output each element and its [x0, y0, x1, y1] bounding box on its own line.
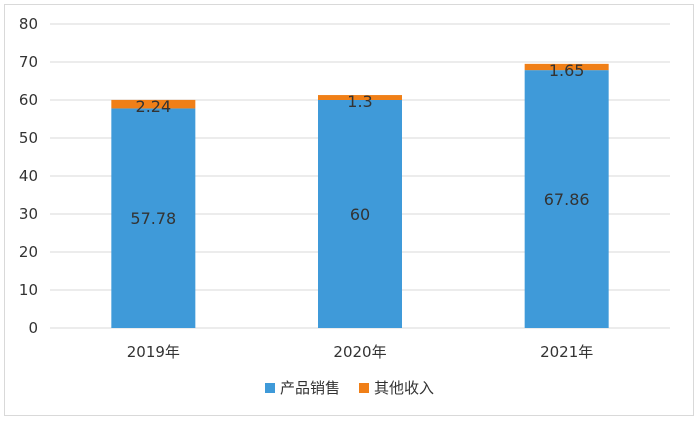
- y-tick-label: 50: [19, 129, 38, 147]
- y-tick-label: 40: [19, 167, 38, 185]
- bar-segment: [524, 63, 609, 71]
- y-tick-label: 70: [19, 53, 38, 71]
- y-tick-label: 0: [28, 319, 38, 337]
- data-label: 60: [350, 205, 370, 224]
- data-label: 1.65: [549, 61, 585, 80]
- x-tick-label: 2019年: [127, 343, 180, 361]
- legend-label-product-sales: 产品销售: [280, 379, 340, 397]
- bar-segment: [318, 100, 402, 328]
- y-tick-label: 80: [19, 15, 38, 33]
- y-tick-label: 60: [19, 91, 38, 109]
- data-label: 57.78: [130, 209, 176, 228]
- y-tick-label: 30: [19, 205, 38, 223]
- bar-segment: [111, 99, 196, 109]
- x-tick-label: 2021年: [540, 343, 593, 361]
- y-tick-label: 10: [19, 281, 38, 299]
- y-axis: 0 10 20 30 40 50 60 70 80: [19, 15, 38, 337]
- bar-segment: [318, 95, 402, 100]
- x-tick-label: 2020年: [333, 343, 386, 361]
- bars: 57.78 2.24 60 1.3 67.86 1.65: [111, 61, 609, 328]
- data-label: 1.3: [347, 92, 372, 111]
- legend-swatch-other-income: [359, 383, 369, 393]
- data-label: 2.24: [136, 97, 172, 116]
- legend-swatch-product-sales: [265, 383, 275, 393]
- x-axis: 2019年 2020年 2021年: [127, 343, 594, 361]
- legend-label-other-income: 其他收入: [374, 379, 434, 397]
- data-label: 67.86: [544, 190, 590, 209]
- bar-segment: [111, 108, 196, 328]
- legend: 产品销售 其他收入: [265, 379, 434, 397]
- bar-segment: [524, 70, 609, 328]
- y-tick-label: 20: [19, 243, 38, 261]
